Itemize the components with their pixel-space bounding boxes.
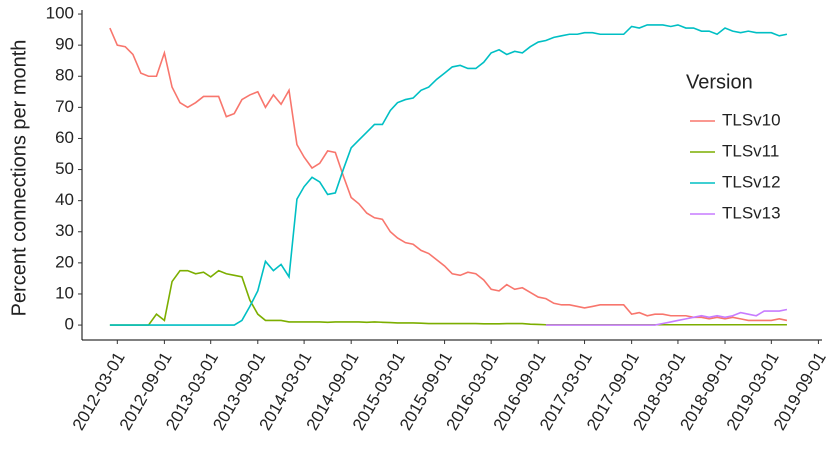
series-line bbox=[109, 24, 788, 326]
y-tick-label: 10 bbox=[55, 283, 74, 302]
y-tick-label: 60 bbox=[55, 128, 74, 147]
legend-label: TLSv12 bbox=[722, 172, 781, 191]
y-tick-label: 0 bbox=[65, 315, 74, 334]
legend-label: TLSv13 bbox=[722, 203, 781, 222]
y-tick-label: 40 bbox=[55, 190, 74, 209]
legend-label: TLSv11 bbox=[722, 141, 779, 160]
series-line bbox=[109, 269, 787, 326]
y-tick-label: 70 bbox=[55, 97, 74, 116]
series-line bbox=[545, 308, 788, 326]
y-axis-title: Percent connections per month bbox=[8, 40, 30, 317]
legend-label: TLSv10 bbox=[722, 110, 781, 129]
y-tick-label: 100 bbox=[46, 4, 74, 23]
y-tick-label: 50 bbox=[55, 159, 74, 178]
y-tick-label: 80 bbox=[55, 66, 74, 85]
y-tick-label: 30 bbox=[55, 221, 74, 240]
y-tick-label: 90 bbox=[55, 35, 74, 54]
legend-title: Version bbox=[686, 71, 753, 93]
y-tick-label: 20 bbox=[55, 252, 74, 271]
series-line bbox=[109, 27, 788, 322]
